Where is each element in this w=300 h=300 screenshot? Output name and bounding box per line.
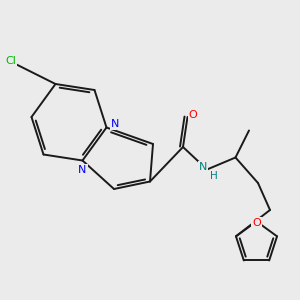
Text: H: H (210, 171, 218, 181)
Text: Cl: Cl (6, 56, 16, 66)
Text: N: N (111, 119, 119, 129)
Text: N: N (199, 161, 208, 172)
Text: N: N (78, 165, 87, 175)
Text: O: O (188, 110, 197, 120)
Text: O: O (252, 218, 261, 228)
